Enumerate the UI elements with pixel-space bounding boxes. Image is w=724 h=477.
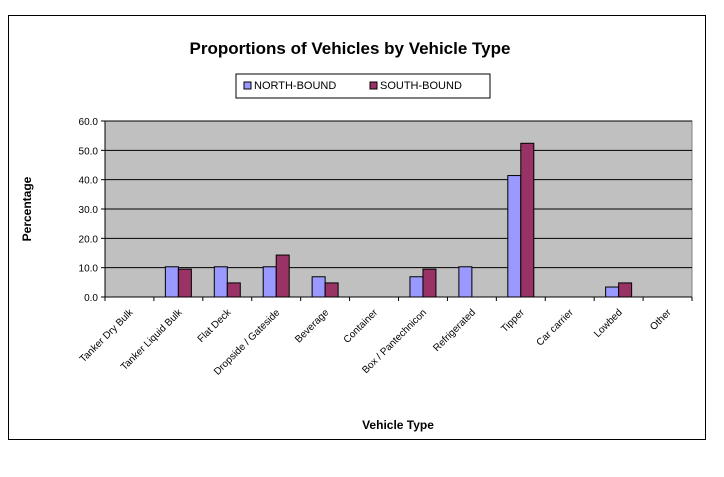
x-tick-label: Other (648, 307, 674, 333)
x-tick-label: Tipper (499, 307, 527, 335)
legend-label-north-bound: NORTH-BOUND (254, 80, 336, 92)
bar-north-bound (164, 266, 179, 298)
y-tick-label: 40.0 (79, 176, 99, 187)
legend-swatch-north-bound (243, 81, 252, 90)
y-tick-label: 0.0 (84, 293, 98, 304)
x-tick-label: Refrigerated (431, 307, 478, 354)
y-axis-title: Percentage (20, 176, 34, 241)
bar-north-bound (262, 266, 277, 298)
x-tick-label: Beverage (293, 307, 331, 345)
x-tick-label: Flat Deck (196, 307, 234, 345)
y-tick-label: 10.0 (79, 264, 99, 275)
y-tick-label: 20.0 (79, 234, 99, 245)
bar-south-bound (520, 142, 535, 298)
bar-south-bound (422, 268, 437, 298)
bar-south-bound (618, 282, 633, 298)
x-tick-label: Car carrier (535, 307, 577, 349)
legend-box (235, 73, 491, 99)
bar-north-bound (507, 175, 522, 298)
bar-south-bound (177, 268, 192, 298)
x-axis-title: Vehicle Type (362, 418, 434, 432)
grid-lines (101, 120, 693, 301)
chart-frame: Proportions of Vehicles by Vehicle Type … (8, 15, 706, 440)
x-tick-label: Container (342, 307, 381, 346)
bar-south-bound (275, 254, 290, 298)
legend-swatch-south-bound (369, 81, 378, 90)
bar-north-bound (213, 266, 228, 298)
bar-north-bound (311, 276, 326, 298)
y-tick-label: 60.0 (79, 117, 99, 128)
legend-label-south-bound: SOUTH-BOUND (380, 80, 462, 92)
bar-north-bound (605, 286, 620, 298)
y-tick-label: 50.0 (79, 146, 99, 157)
bars (164, 142, 633, 298)
y-tick-label: 30.0 (79, 205, 99, 216)
y-tick-labels: 0.0 10.0 20.0 30.0 40.0 50.0 60.0 (79, 117, 99, 304)
bar-south-bound (226, 282, 241, 298)
chart-title: Proportions of Vehicles by Vehicle Type (190, 39, 511, 58)
bar-north-bound (458, 266, 473, 298)
bar-north-bound (409, 276, 424, 298)
legend: NORTH-BOUND SOUTH-BOUND (235, 73, 491, 99)
bar-chart: Proportions of Vehicles by Vehicle Type … (20, 39, 693, 432)
bar-south-bound (324, 282, 339, 298)
x-tick-label: Lowbed (592, 307, 625, 340)
